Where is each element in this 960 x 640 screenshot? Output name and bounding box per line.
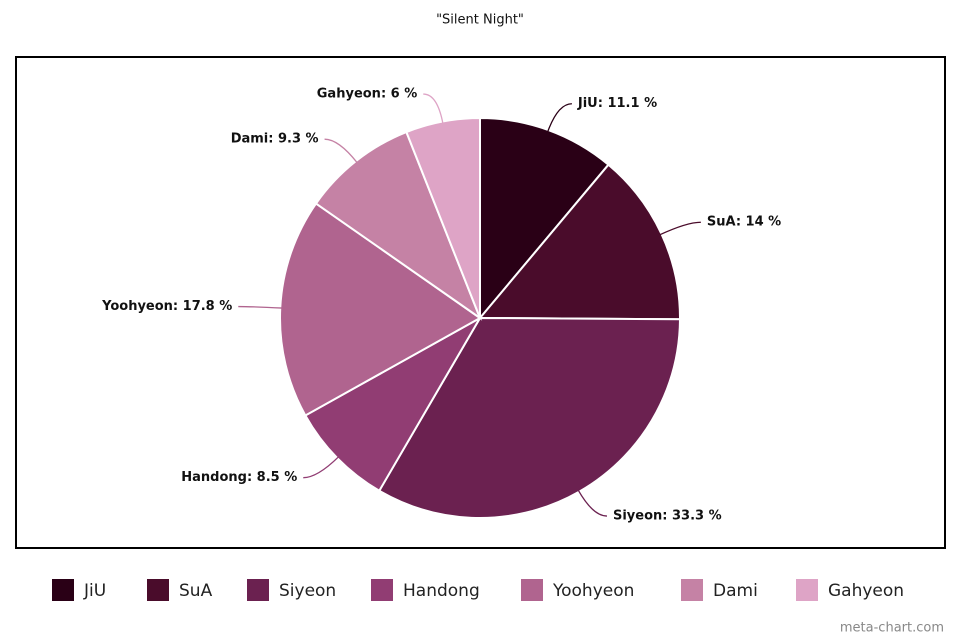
data-label: Handong: 8.5 % <box>181 470 297 485</box>
legend-label: Gahyeon <box>828 581 904 601</box>
legend-swatch <box>247 579 269 601</box>
legend-swatch <box>796 579 818 601</box>
leader-line <box>547 103 572 133</box>
data-label: Siyeon: 33.3 % <box>613 509 722 524</box>
watermark: meta-chart.com <box>840 621 944 636</box>
legend-swatch <box>52 579 74 601</box>
legend-swatch <box>371 579 393 601</box>
leader-line <box>303 456 340 479</box>
legend-label: Dami <box>713 581 758 601</box>
leader-line <box>324 138 358 164</box>
leader-line <box>423 93 444 124</box>
leader-line <box>659 221 701 236</box>
data-label: Gahyeon: 6 % <box>317 87 418 102</box>
legend-swatch <box>521 579 543 601</box>
chart-title: "Silent Night" <box>436 13 524 28</box>
leader-line <box>238 305 283 309</box>
data-label: JiU: 11.1 % <box>577 96 657 111</box>
legend-swatch <box>147 579 169 601</box>
legend-label: SuA <box>179 581 213 601</box>
legend-label: Yoohyeon <box>552 581 634 601</box>
data-label: Dami: 9.3 % <box>231 132 319 147</box>
legend-label: JiU <box>83 581 106 601</box>
leader-line <box>577 489 608 517</box>
legend-label: Siyeon <box>279 581 336 601</box>
plot-frame <box>15 56 946 549</box>
legend-swatch <box>681 579 703 601</box>
legend-label: Handong <box>403 581 480 601</box>
data-label: Yoohyeon: 17.8 % <box>101 299 232 314</box>
data-label: SuA: 14 % <box>707 215 781 230</box>
